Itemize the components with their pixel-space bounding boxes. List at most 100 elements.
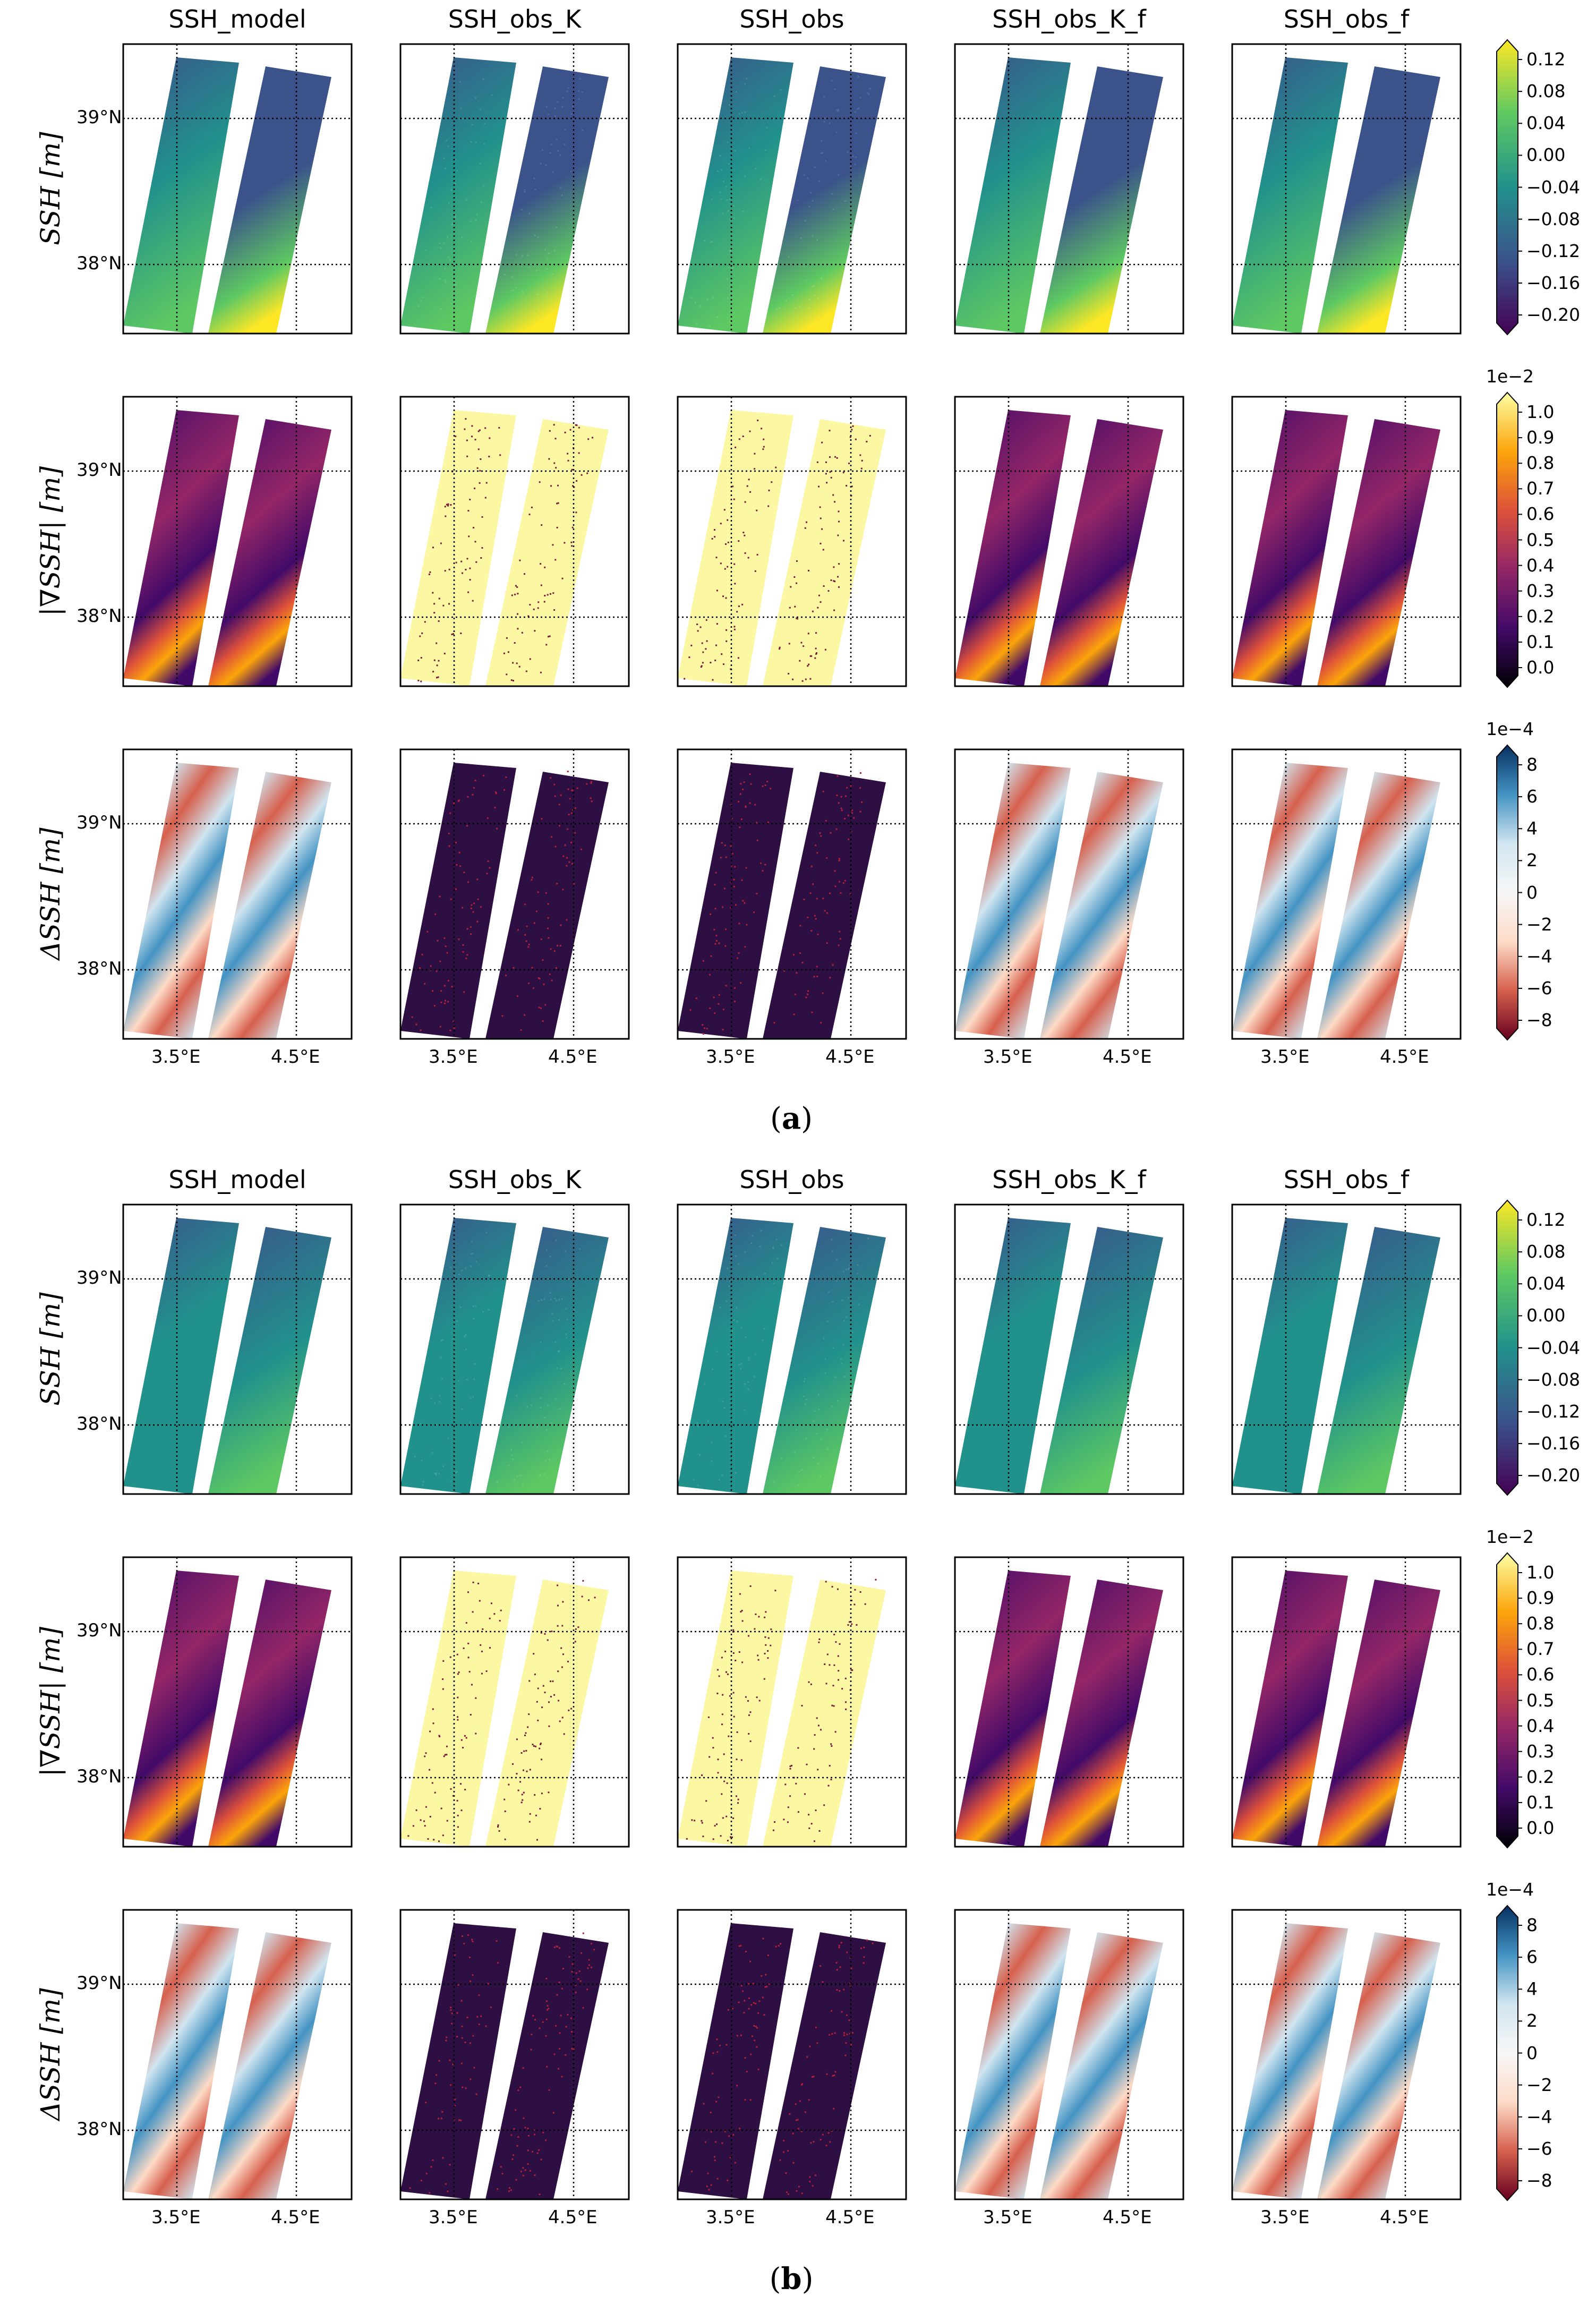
map-panel — [399, 396, 630, 687]
colorbar-tick-label: 0.1 — [1526, 631, 1555, 652]
colorbar-tick-label: −8 — [1526, 1010, 1552, 1030]
caption-letter: b — [781, 2261, 802, 2297]
map-panel — [677, 43, 907, 335]
column-title: SSH_model — [168, 5, 306, 33]
lon-tick-label: 4.5°E — [1380, 2207, 1429, 2228]
map-panel — [399, 748, 630, 1040]
colorbar-tick-label: 8 — [1526, 754, 1538, 775]
lon-tick-label: 4.5°E — [825, 1046, 875, 1068]
colorbar-tick-label: −0.04 — [1526, 176, 1581, 198]
map-panel — [677, 396, 907, 687]
colorbar-tick-label: 0.0 — [1526, 1817, 1555, 1838]
caption-letter: a — [781, 1101, 801, 1136]
map-panel — [1231, 396, 1462, 687]
map-panel — [1231, 1204, 1462, 1495]
colorbar-grad — [1496, 391, 1522, 688]
colorbar-tick-label: 4 — [1526, 818, 1538, 839]
colorbar-tick-label: 0.2 — [1526, 1766, 1555, 1787]
swath-strip — [208, 1932, 331, 2199]
colorbar-tick-label: 4 — [1526, 1978, 1538, 2000]
colorbar-tick-label: 0.6 — [1526, 503, 1555, 525]
map-panel — [954, 43, 1184, 335]
swath-strip — [1317, 1580, 1440, 1847]
colorbar-tick-label: 0.08 — [1526, 81, 1566, 102]
map-panel — [954, 1909, 1184, 2200]
row-label-grad: |∇SSH| [m] — [35, 466, 66, 616]
map-panel — [677, 748, 907, 1040]
lat-tick-label: 38°N — [76, 958, 122, 979]
colorbar-lap — [1496, 744, 1522, 1041]
swath-strip — [678, 763, 793, 1039]
colorbar-tick-label: −0.12 — [1526, 1401, 1581, 1422]
swath-strip — [1040, 1932, 1163, 2199]
lat-tick-label: 39°N — [76, 812, 122, 833]
map-panel — [1231, 43, 1462, 335]
colorbar-tick-label: 2 — [1526, 850, 1538, 871]
colorbar-ssh — [1496, 1199, 1522, 1496]
map-panel — [677, 1909, 907, 2200]
map-panel — [954, 748, 1184, 1040]
swath-strip — [485, 66, 609, 334]
swath-strip — [485, 419, 609, 686]
colorbar-tick-label: 0.5 — [1526, 529, 1555, 550]
lat-tick-label: 39°N — [76, 1267, 122, 1288]
colorbar-tick-label: −0.12 — [1526, 240, 1581, 261]
colorbar-tick-label: 0.0 — [1526, 657, 1555, 678]
map-panel — [677, 1556, 907, 1848]
row-label-lap: ΔSSH [m] — [35, 827, 66, 960]
colorbar-ssh — [1496, 39, 1522, 336]
lon-tick-label: 4.5°E — [548, 2207, 598, 2228]
lon-tick-label: 4.5°E — [1103, 1046, 1152, 1068]
colorbar-tick-label: −0.16 — [1526, 272, 1581, 293]
swath-strip — [1317, 419, 1440, 686]
map-panel — [399, 43, 630, 335]
subfigure-caption: (a) — [738, 1101, 844, 1136]
lat-tick-label: 38°N — [76, 253, 122, 274]
colorbar-tick-label: 0.3 — [1526, 580, 1555, 601]
lat-tick-label: 38°N — [76, 1413, 122, 1435]
colorbar-tick-label: 0.6 — [1526, 1664, 1555, 1685]
colorbar-exponent: 1e−2 — [1486, 366, 1534, 387]
column-title: SSH_obs_K — [448, 1165, 582, 1194]
swath-strip — [208, 772, 331, 1039]
colorbar-tick-label: 0.04 — [1526, 1273, 1566, 1294]
swath-strip — [763, 1932, 886, 2199]
swath-strip — [955, 57, 1071, 334]
swath-strip — [123, 1218, 239, 1494]
colorbar-tick-label: −4 — [1526, 945, 1552, 967]
column-title: SSH_obs_K_f — [992, 1165, 1146, 1194]
map-panel — [1231, 1909, 1462, 2200]
swath-strip — [763, 1580, 886, 1847]
map-panel — [954, 1556, 1184, 1848]
swath-strip — [955, 763, 1071, 1039]
colorbar-tick-label: 2 — [1526, 2010, 1538, 2032]
caption-paren: ) — [801, 1102, 813, 1136]
colorbar-tick-label: 1.0 — [1526, 402, 1555, 422]
swath-strip — [955, 1218, 1071, 1494]
swath-strip — [1317, 772, 1440, 1039]
swath-strip — [1232, 1571, 1348, 1847]
swath-strip — [123, 410, 239, 686]
map-panel — [122, 748, 353, 1040]
swath-strip — [763, 1227, 886, 1494]
swath-strip — [678, 1923, 793, 2199]
colorbar-tick-label: 0.12 — [1526, 49, 1566, 70]
lon-tick-label: 3.5°E — [983, 1046, 1032, 1068]
colorbar-tick-label: 0.04 — [1526, 113, 1566, 134]
swath-strip — [123, 1923, 239, 2199]
swath-strip — [955, 1571, 1071, 1847]
lon-tick-label: 3.5°E — [429, 2207, 478, 2228]
lon-tick-label: 4.5°E — [271, 1046, 320, 1068]
colorbar-tick-label: 0.5 — [1526, 1689, 1555, 1711]
colorbar-tick-label: 0 — [1526, 882, 1538, 903]
map-panel — [122, 396, 353, 687]
colorbar-tick-label: −6 — [1526, 2138, 1552, 2159]
colorbar-tick-label: 0.3 — [1526, 1740, 1555, 1762]
lon-tick-label: 3.5°E — [706, 1046, 755, 1068]
colorbar-tick-label: 0.08 — [1526, 1241, 1566, 1262]
row-label-ssh: SSH [m] — [35, 131, 66, 245]
swath-strip — [123, 763, 239, 1039]
swath-strip — [208, 66, 331, 334]
lon-tick-label: 3.5°E — [429, 1046, 478, 1068]
colorbar-tick-label: 0.9 — [1526, 1587, 1555, 1609]
